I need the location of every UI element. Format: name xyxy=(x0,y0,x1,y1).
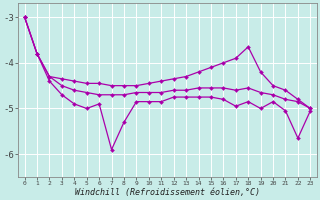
X-axis label: Windchill (Refroidissement éolien,°C): Windchill (Refroidissement éolien,°C) xyxy=(75,188,260,197)
